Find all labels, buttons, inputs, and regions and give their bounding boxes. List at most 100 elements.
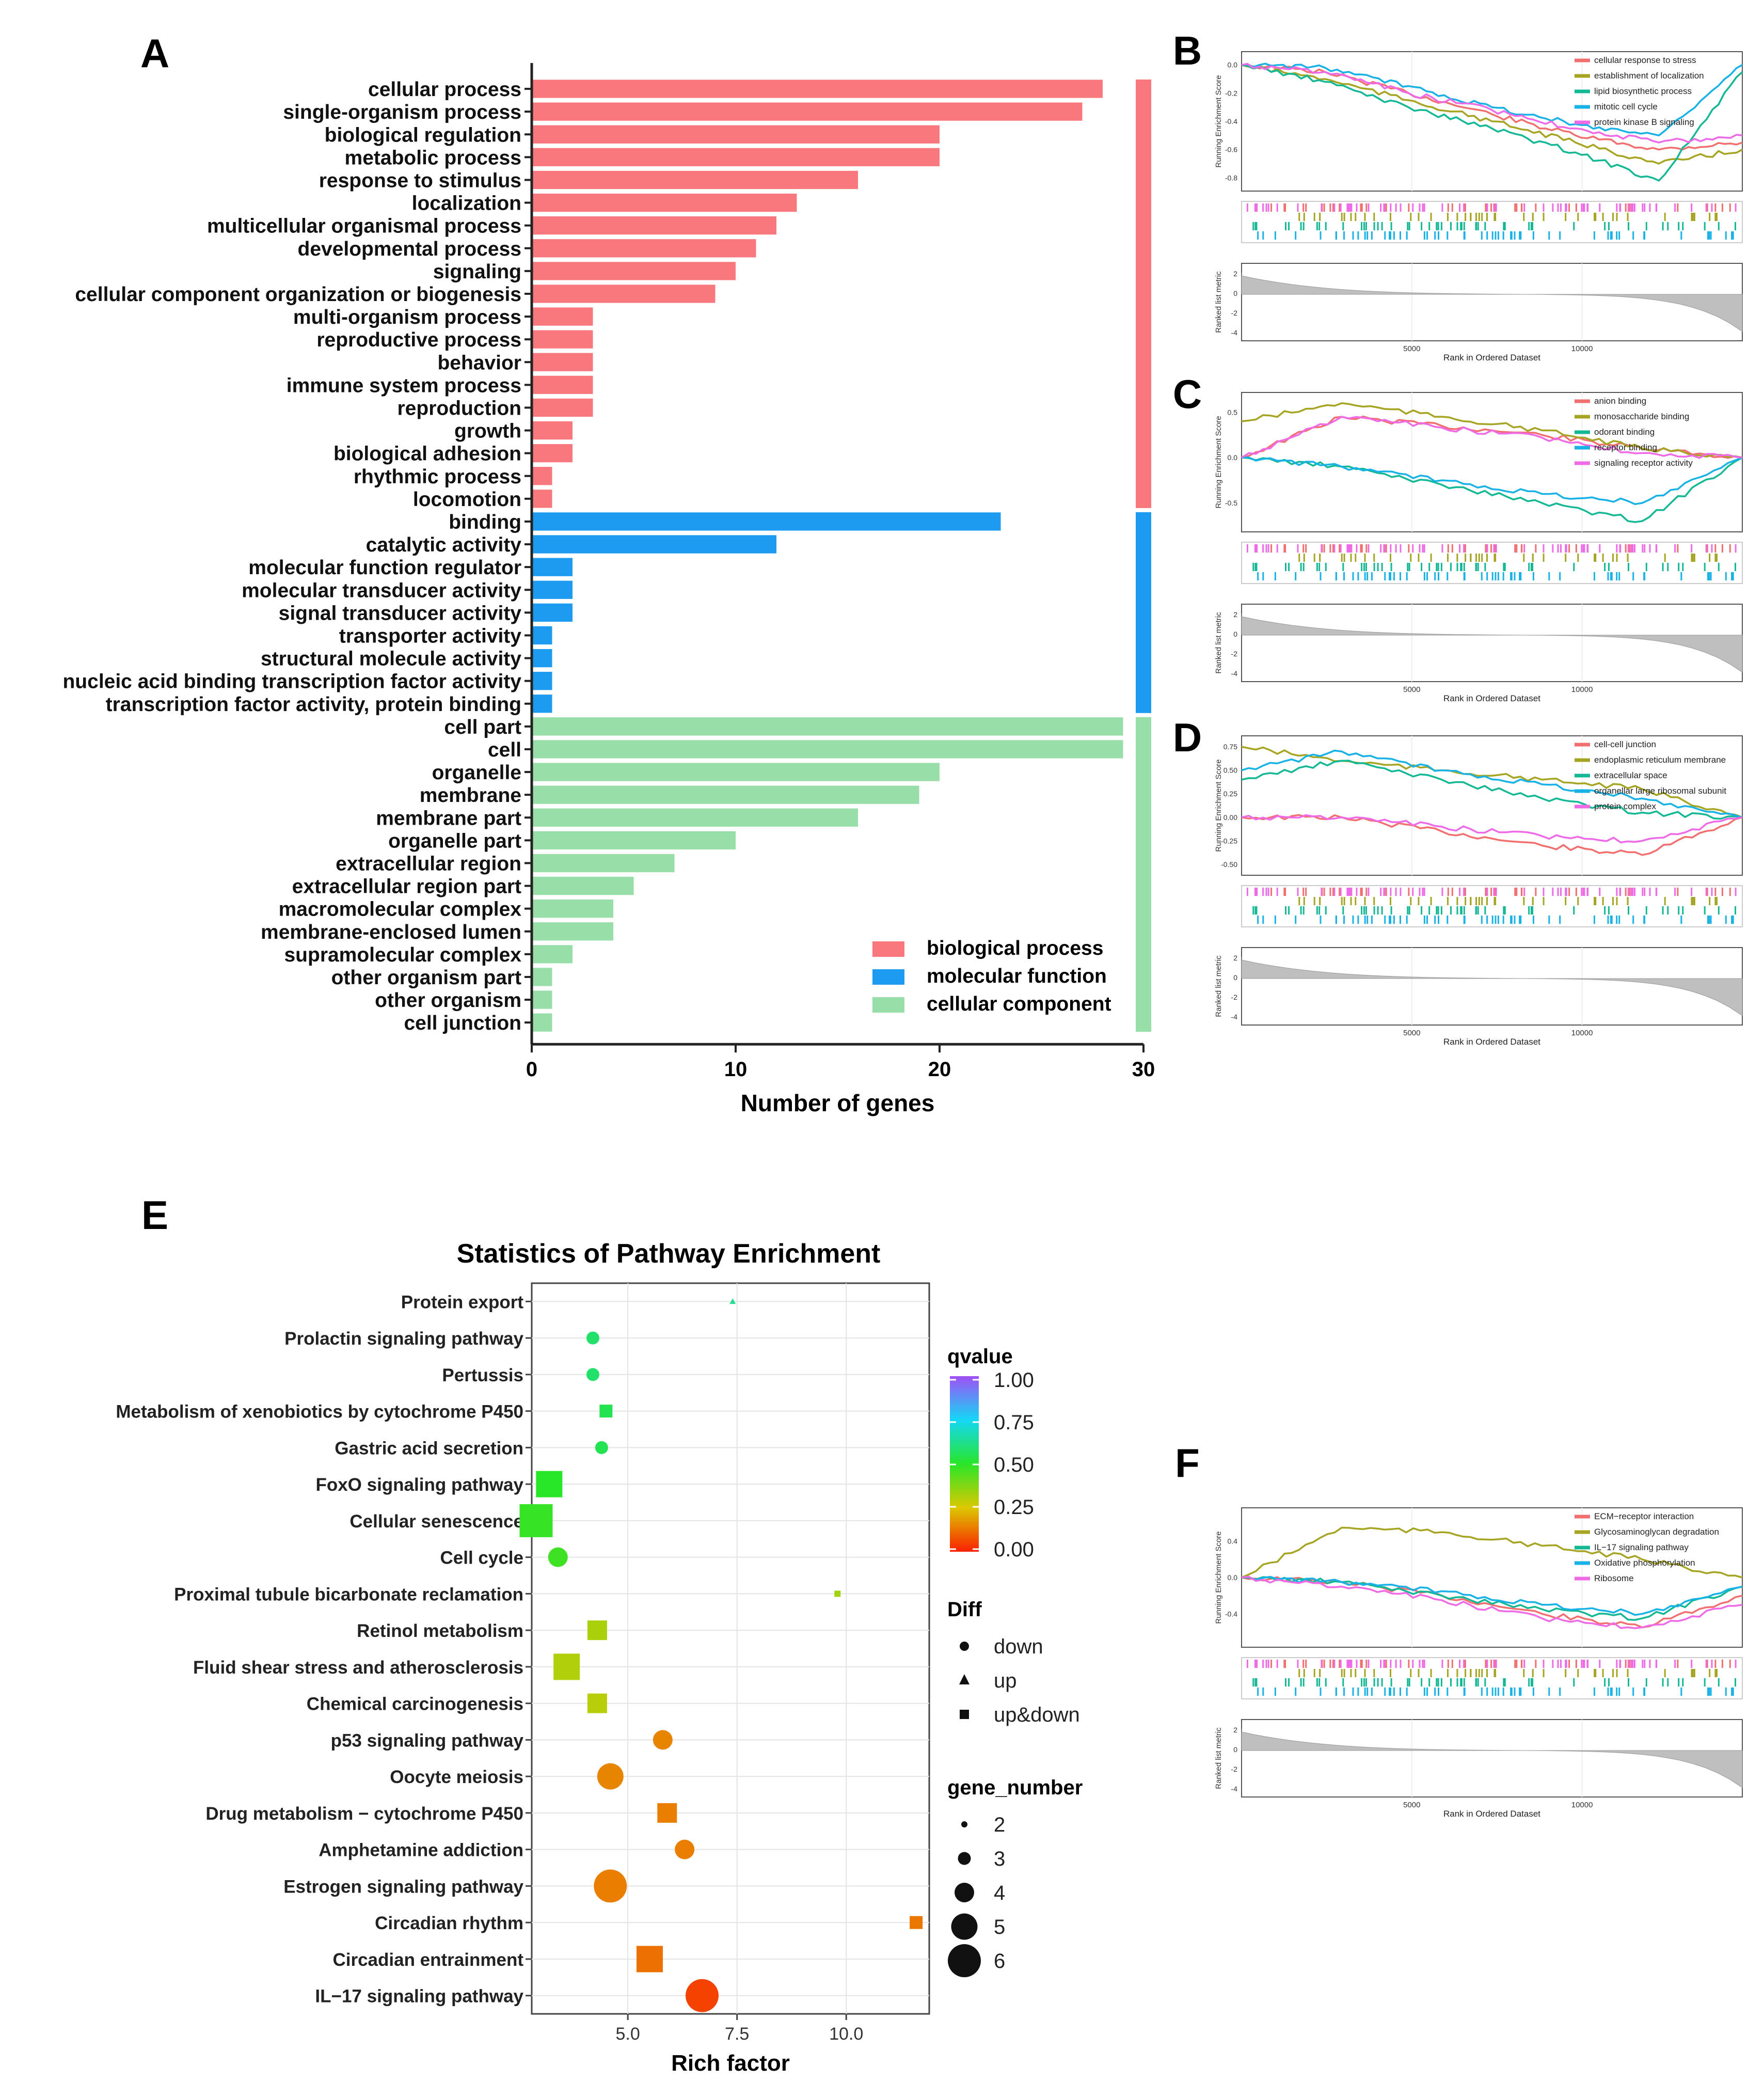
gsea-legend-label: signaling receptor activity bbox=[1594, 458, 1693, 468]
gsea-hits-frame bbox=[1241, 542, 1743, 584]
qvalue-tick-label: 0.25 bbox=[994, 1496, 1034, 1519]
go-category-label: transcription factor activity, protein b… bbox=[106, 693, 521, 716]
gsea-legend-label: organellar large ribosomal subunit bbox=[1594, 786, 1726, 796]
gsea-metric-tick-label: -4 bbox=[1231, 1785, 1238, 1793]
go-category-label: molecular transducer activity bbox=[242, 579, 521, 602]
scatter-category-label: Chemical carcinogenesis bbox=[307, 1694, 523, 1714]
gsea-legend-label: ECM−receptor interaction bbox=[1594, 1511, 1694, 1521]
scatter-category-label: p53 signaling pathway bbox=[331, 1730, 524, 1751]
scatter-point-circle bbox=[653, 1730, 673, 1750]
gsea-series-line bbox=[1241, 814, 1743, 856]
pathway-scatter: Protein export Prolactin signaling pathwa… bbox=[116, 1239, 1083, 2076]
gsea-main-frame bbox=[1241, 392, 1743, 532]
gsea-y-tick-label: 0.0 bbox=[1228, 1573, 1238, 1582]
go-x-axis-title: Number of genes bbox=[741, 1090, 935, 1116]
scatter-point-square bbox=[587, 1620, 607, 1641]
go-category-label: membrane bbox=[420, 784, 521, 807]
gsea-legend-label: Ribosome bbox=[1594, 1573, 1634, 1583]
scatter-point-circle bbox=[594, 1869, 627, 1903]
gene-number-legend-dot bbox=[955, 1883, 974, 1902]
go-category-label: multicellular organismal process bbox=[207, 215, 521, 238]
go-category-label: reproductive process bbox=[316, 329, 521, 351]
go-bar bbox=[532, 922, 613, 941]
go-bar bbox=[532, 558, 573, 576]
go-category-label: response to stimulus bbox=[319, 169, 521, 192]
go-bar bbox=[532, 330, 593, 349]
go-bar bbox=[532, 968, 552, 986]
gsea-y-tick-label: 0.0 bbox=[1228, 453, 1238, 462]
go-bar bbox=[532, 490, 552, 508]
scatter-plot-frame bbox=[531, 1282, 930, 2015]
scatter-category-label: Cell cycle bbox=[440, 1548, 524, 1568]
go-category-label: rhythmic process bbox=[354, 466, 521, 488]
go-category-label: binding bbox=[449, 511, 521, 533]
go-category-label: transporter activity bbox=[339, 625, 522, 647]
gsea-y-axis-title: Running Enrichment Score bbox=[1214, 75, 1223, 167]
go-bar bbox=[532, 512, 1001, 531]
panel-label-E: E bbox=[141, 1192, 168, 1238]
go-bar bbox=[532, 125, 940, 144]
scatter-category-label: Proximal tubule bicarbonate reclamation bbox=[174, 1584, 523, 1604]
go-category-label: biological adhesion bbox=[333, 443, 521, 465]
diff-legend-label: up&down bbox=[994, 1704, 1080, 1726]
gsea-series-line bbox=[1241, 456, 1743, 506]
gsea-series-line bbox=[1241, 1576, 1743, 1629]
gsea-series-line bbox=[1241, 1575, 1743, 1629]
scatter-category-label: Metabolism of xenobiotics by cytochrome … bbox=[116, 1402, 523, 1422]
gene-number-legend-label: 2 bbox=[994, 1814, 1005, 1836]
go-group-bar bbox=[1136, 512, 1151, 713]
go-category-label: extracellular region part bbox=[292, 876, 521, 898]
gsea-y-tick-label: -0.25 bbox=[1221, 837, 1237, 845]
gsea-hit-ticks bbox=[1246, 1660, 1737, 1668]
gsea-ranked-metric-area bbox=[1241, 957, 1743, 1016]
go-bar bbox=[532, 467, 552, 485]
gsea-x-tick-label: 10000 bbox=[1571, 1801, 1593, 1809]
go-category-label: multi-organism process bbox=[293, 306, 521, 328]
gsea-legend-label: cellular response to stress bbox=[1594, 55, 1696, 65]
gsea-hit-ticks bbox=[1252, 906, 1736, 915]
go-category-label: membrane part bbox=[376, 807, 521, 829]
go-category-label: growth bbox=[454, 420, 521, 443]
scatter-category-label: Oocyte meiosis bbox=[390, 1767, 523, 1787]
scatter-category-label: Circadian entrainment bbox=[332, 1950, 523, 1970]
gene-number-legend-dot bbox=[961, 1821, 967, 1827]
gsea-y-tick-label: -0.4 bbox=[1225, 1610, 1237, 1618]
go-group-bar bbox=[1136, 717, 1151, 1032]
gsea-hit-ticks bbox=[1257, 231, 1734, 240]
panel-label-C: C bbox=[1173, 371, 1202, 417]
scatter-point-triangle bbox=[729, 1298, 736, 1304]
gsea-metric-frame bbox=[1241, 604, 1743, 682]
go-category-label: organelle bbox=[432, 762, 521, 784]
gsea-hit-ticks bbox=[1246, 544, 1737, 553]
go-x-tick-label: 10 bbox=[724, 1058, 748, 1081]
go-bar bbox=[532, 876, 634, 895]
scatter-category-label: FoxO signaling pathway bbox=[315, 1475, 523, 1495]
gsea-legend-label: receptor binding bbox=[1594, 443, 1657, 452]
gsea-x-tick-label: 10000 bbox=[1571, 685, 1593, 694]
go-category-label: locomotion bbox=[413, 488, 521, 511]
go-bar bbox=[532, 80, 1103, 98]
go-bar bbox=[532, 831, 736, 849]
gsea-metric-frame bbox=[1241, 263, 1743, 341]
gsea-metric-tick-label: 2 bbox=[1233, 610, 1237, 619]
go-bar bbox=[532, 695, 552, 713]
diff-legend-label: down bbox=[994, 1635, 1043, 1658]
gsea-y-tick-label: -0.2 bbox=[1225, 89, 1237, 97]
gsea-hit-ticks bbox=[1257, 572, 1734, 580]
scatter-x-axis-title: Rich factor bbox=[671, 2051, 790, 2076]
gsea-hit-ticks bbox=[1298, 897, 1718, 905]
gsea-metric-tick-label: 2 bbox=[1233, 1726, 1237, 1734]
go-legend-label: biological process bbox=[927, 937, 1103, 959]
go-bar bbox=[532, 740, 1123, 759]
gene-number-legend-label: 3 bbox=[994, 1848, 1005, 1870]
gsea-ranked-metric-area bbox=[1241, 273, 1743, 332]
go-group-bar bbox=[1136, 80, 1151, 508]
gsea-metric-tick-label: -4 bbox=[1231, 1013, 1238, 1021]
scatter-point-square bbox=[519, 1504, 553, 1537]
gsea-series-line bbox=[1241, 402, 1743, 459]
gene-number-legend-label: 5 bbox=[994, 1916, 1005, 1938]
gsea-y-tick-label: -0.6 bbox=[1225, 146, 1237, 154]
gsea-hits-frame bbox=[1241, 201, 1743, 243]
